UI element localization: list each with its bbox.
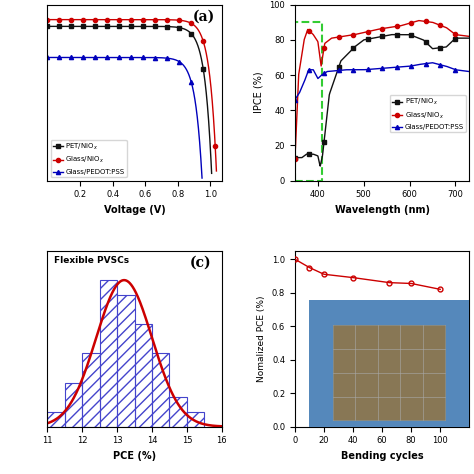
Glass/PEDOT:PSS	[430, 60, 436, 65]
PET/NiO$_x$	[424, 40, 429, 46]
Line: PET/NiO$_x$: PET/NiO$_x$	[46, 24, 214, 175]
Bar	[135, 324, 152, 427]
PET/NiO$_x$	[318, 163, 323, 169]
PET/NiO$_x$	[395, 32, 401, 37]
Glass/NiO$_x$	[196, 27, 201, 33]
Glass/NiO$_x$	[409, 20, 414, 26]
Bar	[47, 412, 65, 427]
Bar	[117, 295, 135, 427]
Glass/PEDOT:PSS	[292, 97, 298, 102]
Glass/NiO$_x$	[151, 17, 157, 22]
Glass/NiO$_x$	[292, 156, 298, 162]
Glass/NiO$_x$	[466, 34, 472, 39]
Text: Flexible PVSCs: Flexible PVSCs	[55, 256, 129, 265]
Y-axis label: Nomalized PCE (%): Nomalized PCE (%)	[257, 295, 266, 382]
Glass/NiO$_x$	[424, 18, 429, 24]
PET/NiO$_x$	[154, 24, 160, 29]
PET/NiO$_x$	[207, 136, 213, 142]
PET/NiO$_x$	[151, 24, 156, 29]
Bar	[169, 397, 187, 427]
Glass/NiO$_x$	[416, 18, 422, 23]
Glass/PEDOT:PSS	[151, 55, 156, 60]
Bar	[295, 22, 322, 181]
Glass/PEDOT:PSS	[45, 55, 51, 60]
X-axis label: PCE (%): PCE (%)	[113, 451, 156, 461]
Glass/PEDOT:PSS	[154, 55, 160, 61]
PET/NiO$_x$	[45, 24, 51, 29]
Line: Glass/PEDOT:PSS: Glass/PEDOT:PSS	[46, 55, 204, 180]
Bar	[152, 353, 169, 427]
Bar	[187, 412, 204, 427]
Line: Glass/NiO$_x$: Glass/NiO$_x$	[46, 18, 219, 173]
Line: Glass/PEDOT:PSS: Glass/PEDOT:PSS	[293, 61, 471, 102]
X-axis label: Voltage (V): Voltage (V)	[104, 205, 165, 215]
Glass/NiO$_x$	[45, 17, 50, 22]
Glass/NiO$_x$	[151, 17, 156, 22]
Glass/PEDOT:PSS	[323, 70, 328, 75]
Glass/PEDOT:PSS	[45, 55, 50, 60]
Legend: PET/NiO$_x$, Glass/NiO$_x$, Glass/PEDOT:PSS: PET/NiO$_x$, Glass/NiO$_x$, Glass/PEDOT:…	[390, 95, 466, 132]
Glass/PEDOT:PSS	[196, 126, 201, 131]
X-axis label: Wavelength (nm): Wavelength (nm)	[335, 205, 429, 215]
PET/NiO$_x$	[337, 60, 343, 66]
Legend: PET/NiO$_x$, Glass/NiO$_x$, Glass/PEDOT:PSS: PET/NiO$_x$, Glass/NiO$_x$, Glass/PEDOT:…	[51, 139, 127, 177]
Glass/NiO$_x$	[337, 34, 343, 40]
X-axis label: Bending cycles: Bending cycles	[341, 451, 423, 461]
Glass/NiO$_x$	[371, 27, 377, 33]
Glass/PEDOT:PSS	[371, 66, 377, 72]
Text: (c): (c)	[190, 256, 211, 270]
Glass/NiO$_x$	[207, 74, 213, 80]
PET/NiO$_x$	[466, 35, 472, 41]
PET/NiO$_x$	[45, 24, 50, 29]
Line: PET/NiO$_x$: PET/NiO$_x$	[293, 33, 471, 168]
Glass/NiO$_x$	[154, 17, 160, 22]
PET/NiO$_x$	[196, 45, 201, 50]
Bar	[82, 353, 100, 427]
PET/NiO$_x$	[323, 121, 329, 127]
Y-axis label: IPCE (%): IPCE (%)	[254, 72, 264, 113]
Bar	[65, 383, 82, 427]
Glass/PEDOT:PSS	[466, 69, 472, 74]
PET/NiO$_x$	[151, 24, 157, 29]
Glass/NiO$_x$	[323, 40, 328, 46]
PET/NiO$_x$	[371, 35, 377, 41]
Line: Glass/NiO$_x$: Glass/NiO$_x$	[293, 18, 471, 162]
Glass/PEDOT:PSS	[337, 67, 343, 73]
Glass/PEDOT:PSS	[395, 64, 401, 70]
PET/NiO$_x$	[292, 155, 298, 161]
Glass/PEDOT:PSS	[151, 55, 157, 60]
Bar	[100, 280, 117, 427]
Glass/PEDOT:PSS	[423, 61, 429, 66]
PET/NiO$_x$	[409, 33, 415, 38]
Glass/NiO$_x$	[45, 17, 51, 22]
Glass/PEDOT:PSS	[409, 63, 414, 69]
Text: (a): (a)	[192, 10, 215, 24]
Glass/NiO$_x$	[395, 23, 401, 29]
PET/NiO$_x$	[389, 32, 394, 37]
